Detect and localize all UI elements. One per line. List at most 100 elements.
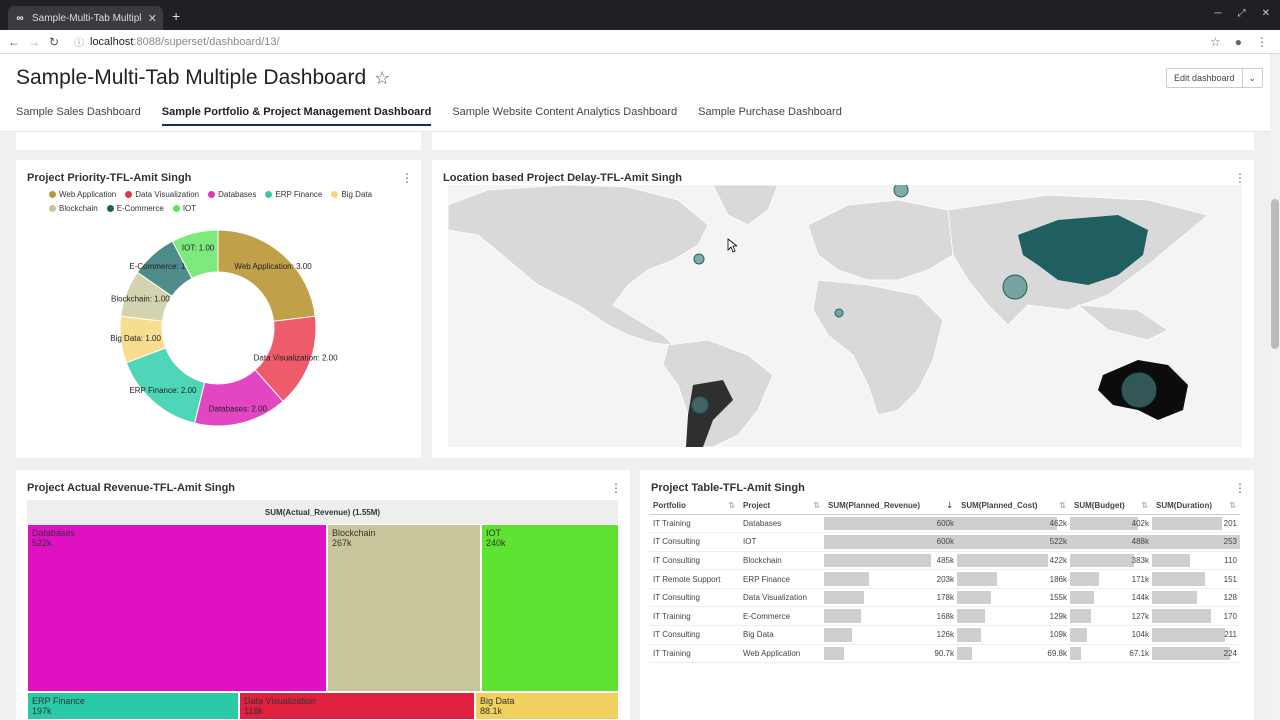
- cell-project: Web Application: [739, 644, 824, 664]
- scrollbar-thumb[interactable]: [1271, 199, 1279, 349]
- legend-item[interactable]: Databases: [208, 190, 256, 199]
- cell-value: 151: [1223, 574, 1237, 584]
- tab-website-content[interactable]: Sample Website Content Analytics Dashboa…: [452, 106, 678, 118]
- kebab-menu-icon[interactable]: ⋮: [401, 171, 413, 185]
- map-bubble[interactable]: [1002, 274, 1028, 300]
- cell-value: 267k: [332, 538, 352, 548]
- cell-bar: [1152, 572, 1205, 586]
- map-bubble[interactable]: [1121, 372, 1157, 408]
- cell-metric: 201: [1152, 514, 1240, 534]
- close-tab-icon[interactable]: ✕: [147, 12, 157, 25]
- actual-revenue-panel: Project Actual Revenue-TFL-Amit Singh ⋮ …: [16, 470, 630, 720]
- column-header-duration[interactable]: SUM(Duration) ⇅: [1152, 498, 1240, 515]
- sort-icon[interactable]: ⇅: [1229, 501, 1236, 511]
- cell-metric: 126k: [824, 625, 957, 645]
- column-header-portfolio[interactable]: Portfolio ⇅: [649, 498, 739, 515]
- forward-icon[interactable]: →: [28, 34, 40, 49]
- treemap-cell-big-data[interactable]: Big Data 88.1k: [475, 692, 619, 720]
- browser-menu-icon[interactable]: ⋮: [1256, 34, 1268, 49]
- donut-slice[interactable]: [171, 229, 219, 280]
- map-north-america: [448, 185, 709, 346]
- cell-value: 240k: [486, 538, 506, 548]
- cell-value: 129k: [1049, 611, 1067, 621]
- cell-project: Data Visualization: [739, 588, 824, 608]
- reload-icon[interactable]: ↻: [48, 34, 60, 49]
- treemap-cell-databases[interactable]: Databases 522k: [27, 524, 327, 692]
- table-row[interactable]: IT Consulting Big Data 126k 109k 104k 211: [649, 625, 1240, 645]
- map-bubble[interactable]: [691, 396, 709, 414]
- address-bar: ← → ↻ ⓘ localhost :8088/superset/dashboa…: [0, 30, 1280, 54]
- column-header-planned-revenue[interactable]: SUM(Planned_Revenue) ⇣: [824, 498, 957, 515]
- column-header-project[interactable]: Project ⇅: [739, 498, 824, 515]
- sort-icon[interactable]: ⇅: [728, 501, 735, 511]
- legend-item[interactable]: Web Application: [49, 190, 116, 199]
- map-bubble[interactable]: [693, 253, 705, 265]
- bookmark-star-icon[interactable]: ☆: [1209, 34, 1221, 49]
- info-icon[interactable]: ⓘ: [74, 38, 84, 49]
- table-row[interactable]: IT Consulting Data Visualization 178k 155k 1…: [649, 588, 1240, 608]
- legend-swatch: [125, 191, 133, 198]
- treemap-cell-data-visualization[interactable]: Data Visualization 118k: [239, 692, 475, 720]
- tab-sample-sales[interactable]: Sample Sales Dashboard: [16, 106, 141, 118]
- map-bubble[interactable]: [893, 185, 909, 198]
- chevron-down-icon[interactable]: ⌄: [1241, 69, 1263, 87]
- cell-project: Databases: [739, 514, 824, 534]
- legend-label: Big Data: [341, 190, 373, 199]
- cell-bar: [824, 609, 862, 624]
- page-scrollbar[interactable]: [1270, 54, 1280, 720]
- donut-chart: Web Application: 3.00 Data Visualization:…: [110, 229, 338, 427]
- table-row[interactable]: IT Training Web Application 90.7k 69.8k 67.1…: [649, 644, 1240, 664]
- table-row[interactable]: IT Consulting Blockchain 485k 422k 383k 110: [649, 551, 1240, 571]
- legend-swatch: [106, 205, 114, 212]
- dashboard-title-row: Sample-Multi-Tab Multiple Dashboard ☆: [16, 66, 390, 90]
- sort-icon[interactable]: ⇅: [1059, 501, 1066, 511]
- back-icon[interactable]: ←: [8, 34, 20, 49]
- close-window-icon[interactable]: ✕: [1261, 8, 1270, 19]
- browser-tab[interactable]: ∞ Sample-Multi-Tab Multiple D ✕: [8, 6, 163, 30]
- cell-portfolio: IT Training: [649, 606, 739, 627]
- table-row[interactable]: IT Training E-Commerce 168k 129k 127k 170: [649, 606, 1240, 627]
- cell-metric: 186k: [957, 569, 1070, 589]
- url-field[interactable]: ⓘ localhost :8088/superset/dashboard/13/: [74, 34, 1210, 50]
- edit-dashboard-label: Edit dashboard: [1174, 73, 1235, 83]
- sort-icon[interactable]: ⇅: [813, 501, 820, 511]
- profile-avatar-icon[interactable]: ●: [1234, 34, 1242, 49]
- map-bubble[interactable]: [834, 308, 844, 318]
- legend-item[interactable]: Big Data: [331, 190, 372, 199]
- tab-purchase[interactable]: Sample Purchase Dashboard: [698, 106, 842, 118]
- cell-metric: 170: [1152, 606, 1240, 627]
- table-body: IT Training Databases 600k 462k 402k 201 IT Co…: [649, 514, 1240, 664]
- sort-desc-icon[interactable]: ⇣: [946, 501, 953, 511]
- minimize-icon[interactable]: ─: [1214, 8, 1222, 19]
- restore-icon[interactable]: ⤢: [1237, 8, 1246, 19]
- kebab-menu-icon[interactable]: ⋮: [1234, 171, 1246, 185]
- legend-item[interactable]: Data Visualization: [125, 190, 199, 199]
- cell-metric: 600k: [824, 532, 957, 552]
- legend-item[interactable]: Blockchain: [49, 204, 98, 213]
- column-header-budget[interactable]: SUM(Budget) ⇅: [1070, 498, 1152, 515]
- table-row[interactable]: IT Remote Support ERP Finance 203k 186k 171k…: [649, 569, 1240, 589]
- cell-metric: 67.1k: [1070, 644, 1152, 664]
- new-tab-icon[interactable]: +: [172, 8, 181, 24]
- treemap-cell-iot[interactable]: IOT 240k: [481, 524, 619, 692]
- kebab-menu-icon[interactable]: ⋮: [610, 481, 622, 495]
- tab-portfolio-project[interactable]: Sample Portfolio & Project Management Da…: [161, 106, 432, 126]
- edit-dashboard-button[interactable]: Edit dashboard ⌄: [1166, 68, 1264, 88]
- table-row[interactable]: IT Training Databases 600k 462k 402k 201: [649, 514, 1240, 534]
- slice-label: Blockchain: 1.00: [111, 295, 170, 304]
- legend-item[interactable]: IOT: [172, 204, 196, 213]
- cell-value: 126k: [936, 630, 954, 640]
- legend-item[interactable]: E-Commerce: [106, 204, 164, 213]
- column-header-planned-cost[interactable]: SUM(Planned_Cost) ⇅: [957, 498, 1070, 515]
- sort-icon[interactable]: ⇅: [1141, 501, 1148, 511]
- treemap-cell-erp-finance[interactable]: ERP Finance 197k: [27, 692, 239, 720]
- kebab-menu-icon[interactable]: ⋮: [1234, 481, 1246, 495]
- favorite-star-icon[interactable]: ☆: [374, 67, 391, 88]
- cell-bar: [1070, 628, 1088, 642]
- legend-item[interactable]: ERP Finance: [265, 190, 322, 199]
- table-row[interactable]: IT Consulting IOT 600k 522k 488k 253: [649, 532, 1240, 552]
- panel-title: Project Actual Revenue-TFL-Amit Singh: [27, 482, 236, 494]
- donut-slice[interactable]: [217, 229, 316, 322]
- cell-bar: [1152, 553, 1191, 568]
- treemap-cell-blockchain[interactable]: Blockchain 267k: [327, 524, 481, 692]
